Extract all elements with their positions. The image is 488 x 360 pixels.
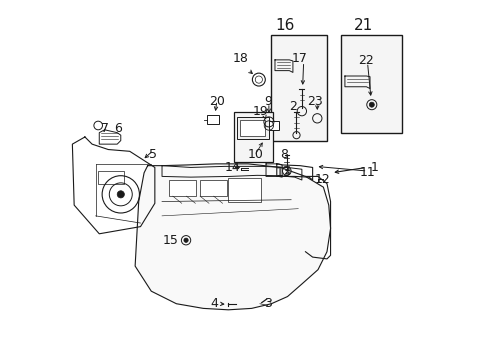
Text: 1: 1 [369, 161, 378, 174]
Bar [199, 180, 226, 196]
Text: 14: 14 [224, 161, 241, 174]
Circle shape [117, 191, 124, 198]
Polygon shape [135, 164, 330, 310]
Bar [237, 117, 268, 139]
Bar [98, 171, 124, 184]
Bar [239, 120, 265, 136]
Text: 22: 22 [357, 54, 373, 67]
Bar [206, 115, 219, 125]
Text: 19: 19 [252, 105, 268, 118]
Text: 7: 7 [101, 122, 108, 135]
Bar [258, 121, 278, 130]
Text: 8: 8 [279, 148, 287, 161]
Text: 16: 16 [274, 18, 294, 33]
Text: 23: 23 [306, 95, 323, 108]
Text: 6: 6 [114, 122, 122, 135]
Text: 9: 9 [264, 95, 271, 108]
Bar [228, 178, 260, 202]
Text: 5: 5 [149, 148, 157, 161]
Text: 13: 13 [276, 166, 291, 179]
Bar [271, 35, 326, 140]
Text: 20: 20 [208, 95, 224, 108]
Text: 17: 17 [291, 52, 307, 65]
Circle shape [368, 102, 373, 107]
Text: 21: 21 [353, 18, 372, 33]
Text: 11: 11 [359, 166, 375, 179]
Bar [234, 112, 273, 162]
Text: 10: 10 [247, 148, 263, 161]
Text: 15: 15 [163, 234, 179, 247]
Circle shape [183, 238, 188, 242]
Bar [341, 35, 402, 134]
Text: 12: 12 [314, 173, 330, 186]
Text: 2: 2 [288, 100, 296, 113]
Text: 3: 3 [264, 297, 271, 310]
Text: 4: 4 [210, 297, 218, 310]
Text: 18: 18 [232, 51, 248, 64]
Bar [169, 180, 196, 196]
